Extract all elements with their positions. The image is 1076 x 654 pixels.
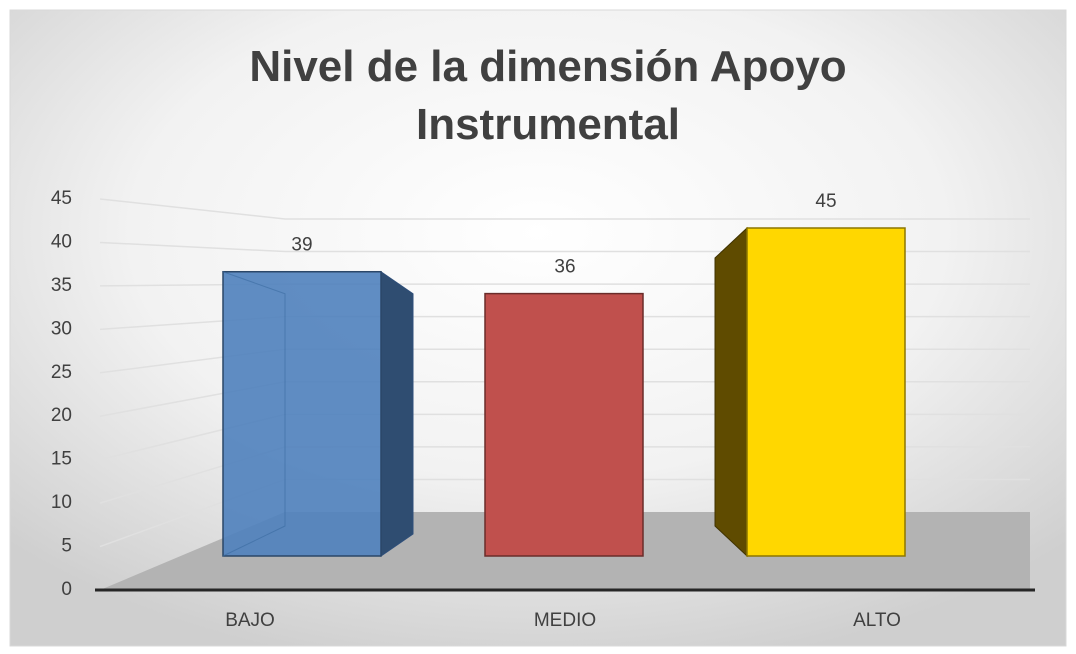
bar xyxy=(222,270,382,557)
bar-side xyxy=(380,270,414,557)
value-label: 36 xyxy=(554,257,575,278)
y-tick-label: 40 xyxy=(51,231,72,252)
bar-side xyxy=(714,226,748,558)
y-tick-label: 0 xyxy=(61,579,72,600)
value-label: 39 xyxy=(291,235,312,256)
y-tick-label: 15 xyxy=(51,449,72,470)
y-tick-label: 35 xyxy=(51,275,72,296)
x-tick-label: ALTO xyxy=(853,610,901,631)
bar-edge xyxy=(222,271,286,557)
y-tick-label: 30 xyxy=(51,318,72,339)
chart-title: Nivel de la dimensión Apoyo Instrumental xyxy=(249,42,847,149)
x-tick-label: MEDIO xyxy=(534,610,596,631)
y-tick-label: 20 xyxy=(51,405,72,426)
grid-line xyxy=(99,198,1030,220)
x-tick-label: BAJO xyxy=(225,610,275,631)
value-label: 45 xyxy=(815,191,836,212)
y-tick-label: 45 xyxy=(51,188,72,209)
y-tick-label: 5 xyxy=(61,536,72,557)
y-tick-label: 25 xyxy=(51,362,72,383)
bar xyxy=(484,292,644,557)
bar xyxy=(746,227,906,557)
y-tick-label: 10 xyxy=(51,492,72,513)
